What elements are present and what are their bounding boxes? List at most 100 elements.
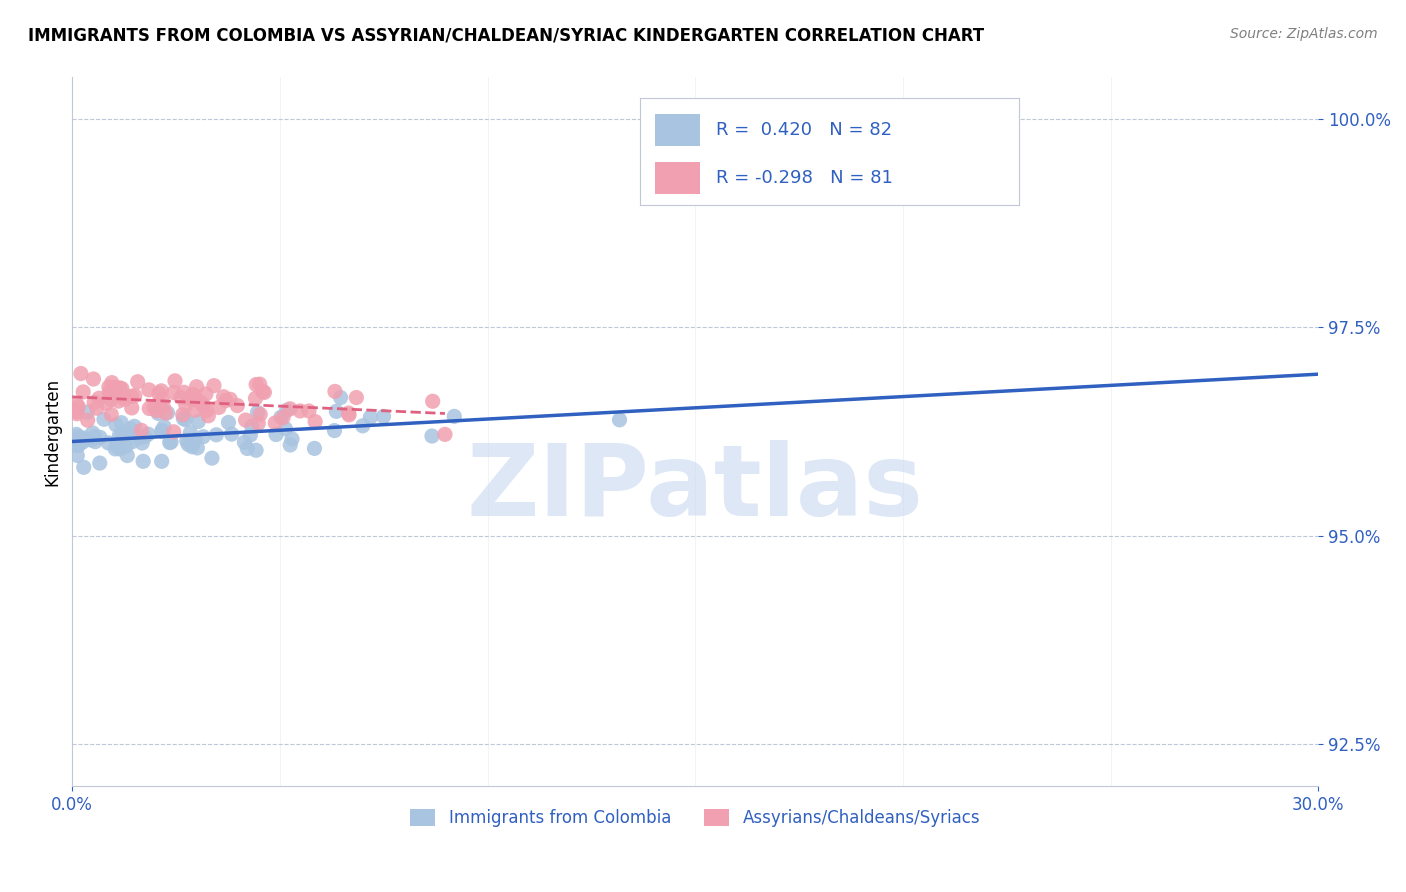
Point <box>226 399 249 413</box>
Point <box>66 407 89 421</box>
Point <box>245 392 267 406</box>
Point <box>73 431 96 445</box>
Point <box>193 430 215 444</box>
Point <box>443 409 465 424</box>
Point <box>138 383 160 397</box>
Legend: Immigrants from Colombia, Assyrians/Chaldeans/Syriacs: Immigrants from Colombia, Assyrians/Chal… <box>404 803 987 834</box>
Point <box>422 394 444 409</box>
Point <box>107 394 129 409</box>
Point <box>219 392 242 407</box>
Point <box>82 425 104 440</box>
Point <box>249 377 271 392</box>
Point <box>127 375 149 389</box>
Point <box>121 434 143 449</box>
Point <box>152 400 174 414</box>
Point <box>195 403 218 417</box>
Point <box>107 438 129 452</box>
Point <box>111 427 134 442</box>
Text: ZIPatlas: ZIPatlas <box>467 440 924 537</box>
Point <box>221 427 243 442</box>
Point <box>184 433 207 447</box>
Point <box>352 418 374 433</box>
Point <box>187 415 209 429</box>
Point <box>215 393 238 408</box>
Point <box>609 413 631 427</box>
Point <box>172 411 194 425</box>
Point <box>174 398 197 412</box>
Point <box>156 406 179 420</box>
Point <box>98 385 121 400</box>
Point <box>114 425 136 440</box>
Point <box>290 404 312 418</box>
Point <box>98 384 121 399</box>
Point <box>174 413 197 427</box>
Point <box>131 423 153 437</box>
Point <box>239 428 262 442</box>
Point <box>170 391 193 405</box>
Point <box>373 409 395 424</box>
Point <box>73 433 96 447</box>
Point <box>76 405 98 419</box>
Point <box>87 391 110 405</box>
Point <box>245 443 267 458</box>
Point <box>163 385 186 400</box>
Point <box>150 392 173 407</box>
Point <box>278 438 301 452</box>
Point <box>274 422 297 436</box>
Point <box>73 460 96 475</box>
Point <box>155 406 177 420</box>
Point <box>83 430 105 444</box>
Point <box>110 416 132 430</box>
Point <box>93 412 115 426</box>
Point <box>65 427 87 442</box>
Point <box>67 400 90 414</box>
Point <box>97 435 120 450</box>
Point <box>150 454 173 468</box>
Point <box>104 417 127 432</box>
Point <box>121 389 143 403</box>
Point <box>124 419 146 434</box>
Text: IMMIGRANTS FROM COLOMBIA VS ASSYRIAN/CHALDEAN/SYRIAC KINDERGARTEN CORRELATION CH: IMMIGRANTS FROM COLOMBIA VS ASSYRIAN/CHA… <box>28 27 984 45</box>
Point <box>120 422 142 436</box>
Point <box>163 425 186 439</box>
Point <box>197 409 219 423</box>
Point <box>433 427 456 442</box>
Point <box>80 433 103 447</box>
Point <box>344 391 367 405</box>
Point <box>337 406 360 420</box>
Point <box>128 431 150 445</box>
Point <box>89 456 111 470</box>
Point <box>194 387 217 401</box>
Point <box>121 401 143 415</box>
Point <box>66 397 89 411</box>
Point <box>240 419 263 434</box>
Point <box>146 397 169 411</box>
Point <box>270 410 292 425</box>
Point <box>132 454 155 468</box>
Point <box>329 391 352 405</box>
Point <box>100 408 122 422</box>
FancyBboxPatch shape <box>655 114 700 146</box>
Point <box>177 392 200 406</box>
Point <box>245 377 267 392</box>
Point <box>249 408 271 422</box>
Point <box>108 381 131 395</box>
Point <box>97 380 120 394</box>
Point <box>138 401 160 416</box>
Point <box>108 442 131 456</box>
Point <box>176 434 198 448</box>
Point <box>150 424 173 438</box>
Point <box>100 392 122 407</box>
Point <box>205 427 228 442</box>
Point <box>101 376 124 390</box>
Point <box>172 408 194 422</box>
Point <box>114 392 136 406</box>
Point <box>84 434 107 449</box>
Point <box>150 384 173 398</box>
Point <box>124 388 146 402</box>
Point <box>163 374 186 388</box>
Point <box>186 441 208 455</box>
Text: R = -0.298   N = 81: R = -0.298 N = 81 <box>716 169 893 187</box>
Point <box>105 438 128 452</box>
FancyBboxPatch shape <box>655 162 700 194</box>
